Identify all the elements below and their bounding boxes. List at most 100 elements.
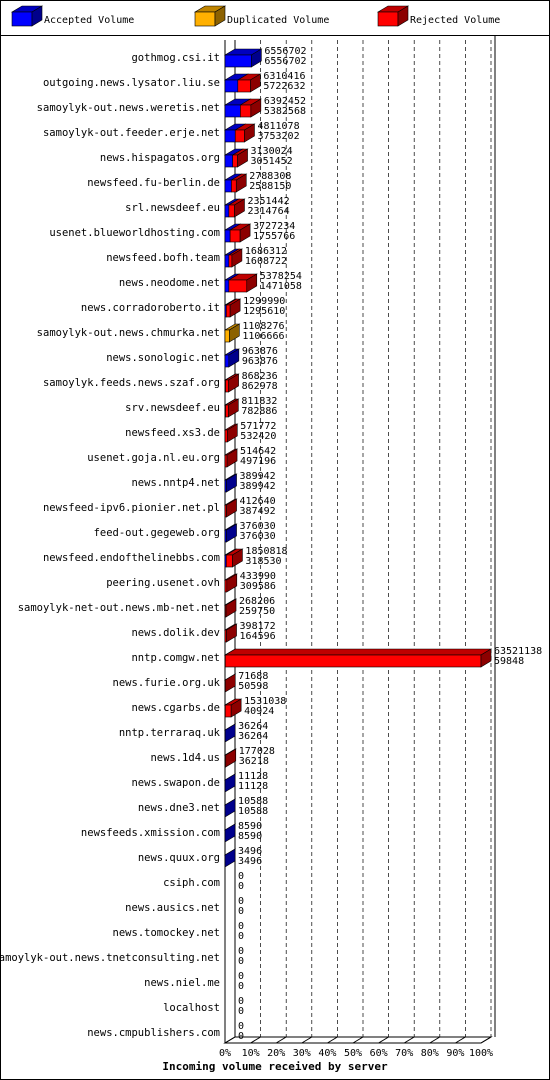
bar-side [226,498,237,518]
bar-front [377,11,399,27]
value-label: 268206 [239,596,275,607]
value-label: 0 [238,971,244,982]
value-label: 0 [238,946,244,957]
value-label: 10588 [238,806,268,817]
category-label: news.cgarbs.de [131,702,220,714]
bar-side [234,198,245,218]
legend-label: Rejected Volume [410,15,500,26]
bar-side [226,448,238,468]
bar-front [229,229,241,243]
category-label: news.niel.me [144,977,220,989]
x-tick-label: 20% [267,1048,285,1059]
bar-side [250,73,261,93]
category-label: news.dolik.dev [131,627,220,639]
category-label: newsfeeds.xmission.com [81,827,220,839]
value-label: 0 [238,871,244,882]
category-label: srv.newsdeef.eu [125,402,220,414]
value-label: 3496 [238,846,262,857]
bar-front [224,154,233,168]
value-label: 3130024 [251,146,293,157]
bar-front [224,654,482,668]
x-tick-label: 90% [446,1048,464,1059]
value-label: 318530 [245,556,281,567]
value-label: 376030 [240,531,276,542]
bar-segment [223,723,237,743]
value-label: 309586 [240,581,276,592]
value-label: 1686312 [245,246,287,257]
value-label: 5378254 [260,271,302,282]
bar-front [228,204,235,218]
value-label: 4811078 [257,121,299,132]
x-tick [378,1036,389,1044]
value-label: 1299990 [243,296,285,307]
bar-front [225,404,229,418]
bar-front [224,279,230,293]
bar-segment [224,373,240,393]
bar-front [224,204,230,218]
legend-item: Duplicated Volume [193,5,329,27]
value-label: 8590 [238,831,262,842]
bar-side [235,173,247,193]
category-label: news.hispagatos.org [100,152,220,164]
bar-segment [223,73,249,93]
value-label: 36218 [239,756,269,767]
value-label: 0 [238,921,244,932]
legend-label: Accepted Volume [44,15,134,26]
value-label: 0 [238,881,244,892]
value-label: 63521138 [494,646,542,657]
bar-side [229,298,241,318]
bar-segment [223,623,238,643]
value-label: 1471058 [260,281,302,292]
value-label: 1108276 [242,321,284,332]
value-label: 6556702 [264,56,306,67]
value-label: 412640 [240,496,276,507]
bar-side [237,148,248,168]
value-label: 1608722 [245,256,287,267]
bar-front [232,154,238,168]
value-label: 514642 [240,446,276,457]
bar-side [224,823,236,843]
bar-segment [223,48,263,68]
value-label: 389942 [240,471,276,482]
bar-side [224,673,236,693]
bar-front [237,79,251,93]
category-label: newsfeed.bofh.team [106,252,220,264]
category-label: newsfeed.endofthelinebbs.com [43,552,220,564]
bar-side [228,373,239,393]
bar-side [226,473,237,493]
bar-segment [230,173,248,193]
value-label: 433990 [240,571,276,582]
bar-side [228,398,239,418]
bar-segment [223,523,238,543]
bar-segment [227,198,246,218]
bar-segment [223,498,238,518]
x-tick [224,1036,236,1044]
value-label: 259750 [239,606,275,617]
category-label: newsfeed.xs3.de [125,427,220,439]
x-tick-label: 80% [421,1048,439,1059]
bar-side [226,623,237,643]
value-label: 398172 [240,621,276,632]
value-label: 3753202 [257,131,299,142]
category-label: usenet.blueworldhosting.com [49,227,220,239]
bar-side [228,348,240,368]
bar-side [480,648,492,668]
bar-front [240,104,252,118]
category-label: news.swapon.de [131,777,220,789]
value-label: 497196 [240,456,276,467]
value-label: 0 [238,956,244,967]
bar-side [224,723,236,743]
x-tick [327,1036,338,1044]
category-label: newsfeed-ipv6.pionier.net.pl [43,502,220,514]
legend-label: Duplicated Volume [227,15,329,26]
x-tick-label: 70% [395,1048,413,1059]
bar-segment [225,548,244,568]
category-label: feed-out.gegeweb.org [94,527,220,539]
legend-item: Accepted Volume [10,5,134,27]
category-label: news.1d4.us [150,752,220,764]
value-label: 6310416 [263,71,305,82]
bar-segment [231,148,249,168]
value-label: 1531038 [244,696,286,707]
category-label: samoylyk-net-out.news.mb-net.net [18,602,220,614]
